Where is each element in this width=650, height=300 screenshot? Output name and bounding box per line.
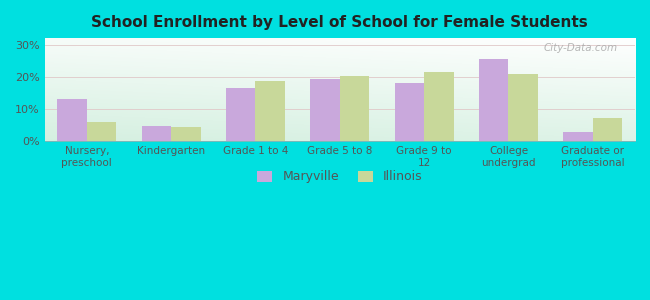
Bar [255,81,285,141]
Legend: Maryville, Illinois: Maryville, Illinois [252,165,427,188]
Bar [424,72,454,141]
Bar [479,59,508,141]
Bar [142,126,171,141]
Text: City-Data.com: City-Data.com [543,43,618,53]
Bar [395,83,424,141]
Bar [593,118,622,141]
Title: School Enrollment by Level of School for Female Students: School Enrollment by Level of School for… [92,15,588,30]
Bar [564,132,593,141]
Bar [171,127,201,141]
Bar [310,79,340,141]
Bar [226,88,255,141]
Bar [57,99,87,141]
Bar [87,122,116,141]
Bar [508,74,538,141]
Bar [340,76,369,141]
